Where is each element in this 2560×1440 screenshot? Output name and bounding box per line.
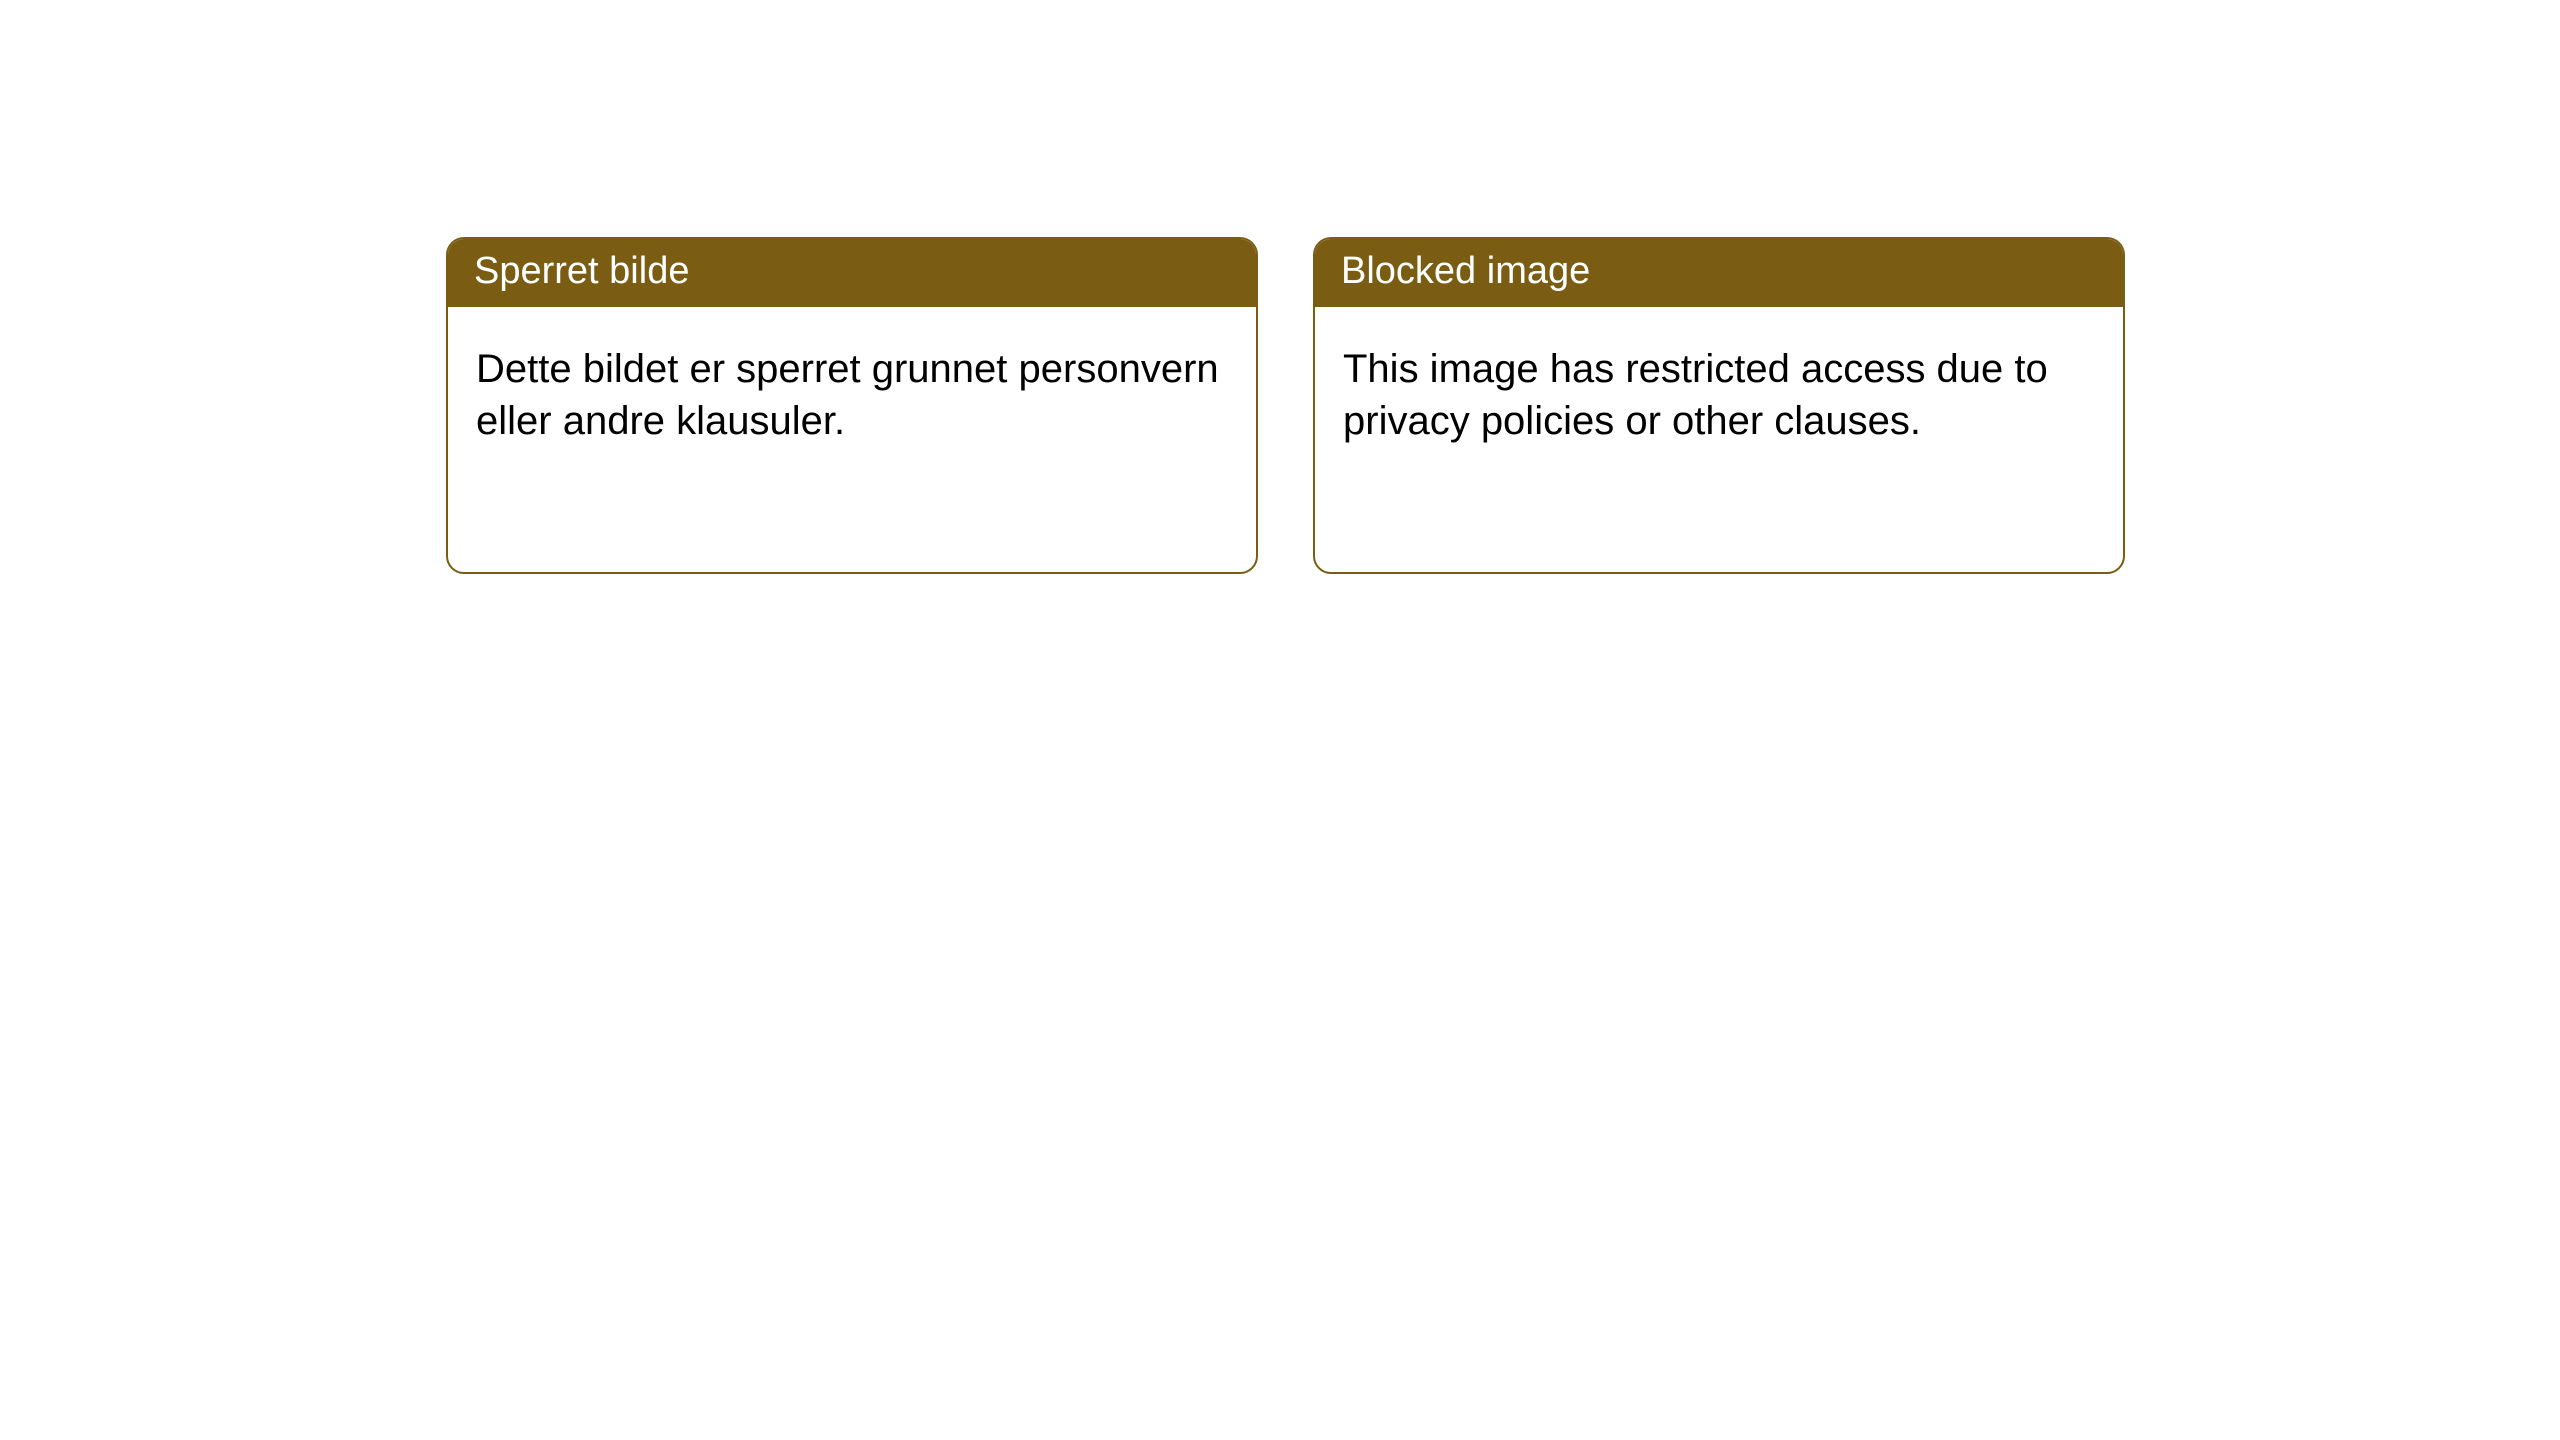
blocked-image-card-no: Sperret bilde Dette bildet er sperret gr…: [446, 237, 1258, 574]
card-title: Sperret bilde: [448, 239, 1256, 307]
card-body-text: This image has restricted access due to …: [1315, 307, 2123, 477]
notice-container: Sperret bilde Dette bildet er sperret gr…: [0, 0, 2560, 574]
card-body-text: Dette bildet er sperret grunnet personve…: [448, 307, 1256, 477]
card-title: Blocked image: [1315, 239, 2123, 307]
blocked-image-card-en: Blocked image This image has restricted …: [1313, 237, 2125, 574]
